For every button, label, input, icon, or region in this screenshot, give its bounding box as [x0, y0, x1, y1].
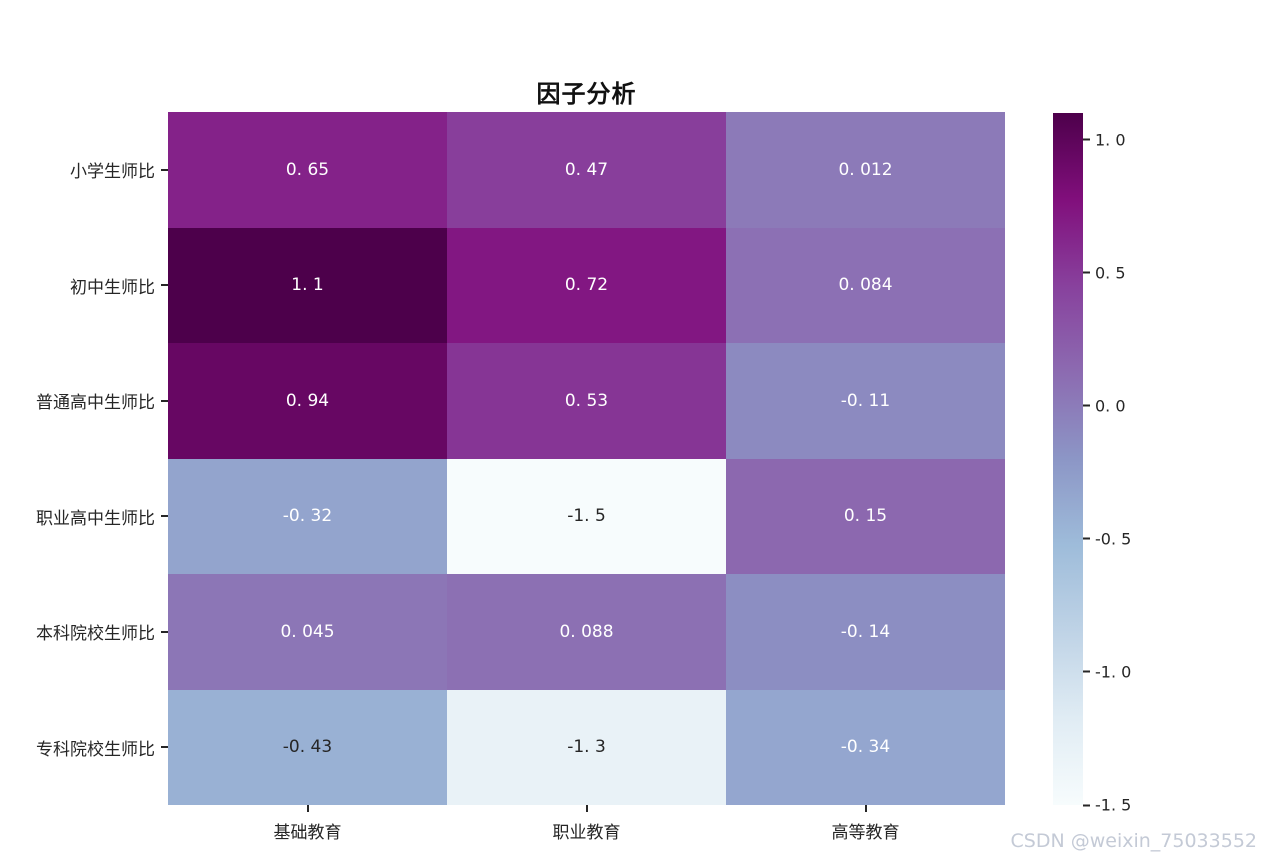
- cell-value: -1. 3: [567, 737, 606, 758]
- x-axis-labels: 基础教育 职业教育 高等教育: [168, 818, 1005, 843]
- colorbar-tick-label: 0. 0: [1095, 396, 1126, 416]
- cell-value: 0. 65: [285, 159, 330, 180]
- colorbar-tick-mark: [1083, 271, 1090, 274]
- cell-value: 0. 94: [285, 390, 330, 411]
- x-tick-label: 高等教育: [831, 823, 900, 843]
- heatmap-cell: 0. 088: [447, 574, 726, 690]
- y-axis-labels: 小学生师比初中生师比普通高中生师比 职业高中生师比 本科院校生师比 专科院校生师比: [0, 112, 155, 805]
- heatmap-cell: -1. 3: [447, 689, 726, 805]
- heatmap-cell: -0. 14: [726, 574, 1005, 690]
- heatmap-cell: -0. 32: [168, 458, 447, 574]
- heatmap-cell: 0. 94: [168, 343, 447, 459]
- colorbar-gradient: [1053, 113, 1083, 805]
- x-tick-mark: [306, 805, 309, 812]
- x-tick-mark: [864, 805, 867, 812]
- heatmap-cell: 0. 47: [447, 112, 726, 228]
- colorbar-tick-mark: [1083, 537, 1090, 540]
- colorbar-tick-label: -1. 0: [1095, 662, 1132, 682]
- cell-value: 0. 045: [280, 621, 335, 642]
- y-tick-label: 小学生师比: [70, 162, 155, 183]
- chart-title: 因子分析: [536, 80, 637, 108]
- colorbar-tick-mark: [1083, 670, 1090, 673]
- y-tick-mark: [161, 746, 168, 749]
- y-tick-mark: [161, 515, 168, 518]
- y-tick-label: 普通高中生师比: [36, 393, 155, 414]
- heatmap-cell: 0. 012: [726, 112, 1005, 228]
- colorbar-tick-mark: [1083, 138, 1090, 141]
- cell-value: 0. 15: [843, 506, 888, 527]
- heatmap-cell: -0. 34: [726, 689, 1005, 805]
- heatmap-cell: -1. 5: [447, 458, 726, 574]
- heatmap-cell: 0. 084: [726, 227, 1005, 343]
- y-axis-ticks: [161, 112, 168, 805]
- y-tick-mark: [161, 399, 168, 402]
- x-tick-label: 职业教育: [552, 823, 621, 843]
- cell-value: 0. 084: [838, 275, 893, 296]
- cell-value: -1. 5: [567, 506, 606, 527]
- colorbar-tick-mark: [1083, 404, 1090, 407]
- heatmap-grid: 0. 65 0. 47 0. 012 1. 1 0. 72 0. 084 0. 94 0. 5…: [168, 112, 1005, 805]
- cell-value: -0. 32: [282, 506, 333, 527]
- y-tick-mark: [161, 284, 168, 287]
- x-tick-mark: [585, 805, 588, 812]
- heatmap-cell: 0. 65: [168, 112, 447, 228]
- y-tick-mark: [161, 630, 168, 633]
- colorbar-tick-mark: [1083, 804, 1090, 806]
- watermark: CSDN @weixin_75033552: [1010, 830, 1258, 852]
- heatmap-cell: -0. 43: [168, 689, 447, 805]
- cell-value: 0. 53: [564, 390, 609, 411]
- y-tick-mark: [161, 168, 168, 171]
- y-tick-label: 初中生师比: [70, 277, 155, 298]
- x-axis-ticks: [168, 805, 1005, 812]
- cell-value: -0. 43: [282, 737, 333, 758]
- heatmap-cell: 0. 045: [168, 574, 447, 690]
- cell-value: -0. 11: [840, 390, 891, 411]
- cell-value: 0. 012: [838, 159, 893, 180]
- colorbar-ticks: 1. 0 0. 5 0. 0 -0. 5 -1. 0 -1. 5: [1083, 113, 1163, 815]
- heatmap-cell: -0. 11: [726, 343, 1005, 459]
- cell-value: -0. 34: [840, 737, 891, 758]
- cell-value: 0. 72: [564, 275, 609, 296]
- cell-value: -0. 14: [840, 621, 891, 642]
- cell-value: 0. 47: [564, 159, 609, 180]
- y-tick-label: 本科院校生师比: [36, 624, 155, 645]
- x-tick-label: 基础教育: [273, 823, 342, 843]
- colorbar-tick-label: -1. 5: [1095, 795, 1132, 815]
- heatmap-cell: 0. 72: [447, 227, 726, 343]
- heatmap-cell: 1. 1: [168, 227, 447, 343]
- y-tick-label: 职业高中生师比: [36, 508, 155, 529]
- heatmap-cell: 0. 15: [726, 458, 1005, 574]
- colorbar-tick-label: -0. 5: [1095, 529, 1132, 549]
- heatmap-cell: 0. 53: [447, 343, 726, 459]
- colorbar-tick-label: 0. 5: [1095, 263, 1126, 283]
- cell-value: 0. 088: [559, 621, 614, 642]
- y-tick-label: 专科院校生师比: [36, 739, 155, 760]
- colorbar-tick-label: 1. 0: [1095, 130, 1126, 150]
- cell-value: 1. 1: [291, 275, 324, 296]
